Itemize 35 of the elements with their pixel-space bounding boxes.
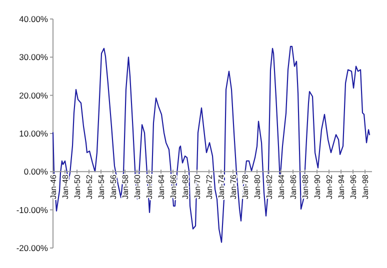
x-tick-label: Jan-84	[276, 174, 286, 200]
y-tick-label: -10.00%	[16, 204, 48, 215]
x-tick-label: Jan-54	[96, 174, 106, 200]
x-tick-label: Jan-76	[228, 174, 238, 200]
x-tick-label: Jan-90	[312, 174, 322, 200]
x-tick-label: Jan-96	[348, 174, 358, 200]
x-tick-label: Jan-80	[252, 174, 262, 200]
x-tick-label: Jan-52	[84, 174, 94, 200]
y-tick-label: -20.00%	[16, 242, 48, 253]
x-tick-label: Jan-60	[132, 174, 142, 200]
x-tick-label: Jan-94	[336, 174, 346, 200]
y-tick-label: 40.00%	[19, 14, 48, 24]
x-tick-label: Jan-46	[48, 174, 58, 200]
y-tick-label: 20.00%	[19, 90, 48, 100]
x-tick-label: Jan-68	[180, 174, 190, 200]
x-tick-label: Jan-98	[360, 174, 370, 200]
x-tick-label: Jan-74	[216, 174, 226, 200]
y-tick-label: 10.00%	[19, 128, 48, 138]
x-tick-label: Jan-66	[168, 174, 178, 200]
x-tick-label: Jan-56	[108, 174, 118, 200]
x-tick-label: Jan-64	[156, 174, 166, 200]
x-tick-label: Jan-70	[192, 174, 202, 200]
x-tick-label: Jan-72	[204, 174, 214, 200]
x-tick-label: Jan-78	[240, 174, 250, 200]
x-tick-label: Jan-62	[144, 174, 154, 200]
x-tick-label: Jan-58	[120, 174, 130, 200]
x-tick-label: Jan-82	[264, 174, 274, 200]
y-tick-label: 0.00%	[24, 166, 48, 177]
y-tick-label: 30.00%	[19, 52, 48, 62]
x-tick-label: Jan-86	[288, 174, 298, 200]
x-tick-label: Jan-88	[300, 174, 310, 200]
line-series	[52, 46, 370, 243]
x-tick-label: Jan-92	[324, 174, 334, 200]
x-tick-label: Jan-48	[60, 174, 70, 200]
x-tick-label: Jan-50	[72, 174, 82, 200]
